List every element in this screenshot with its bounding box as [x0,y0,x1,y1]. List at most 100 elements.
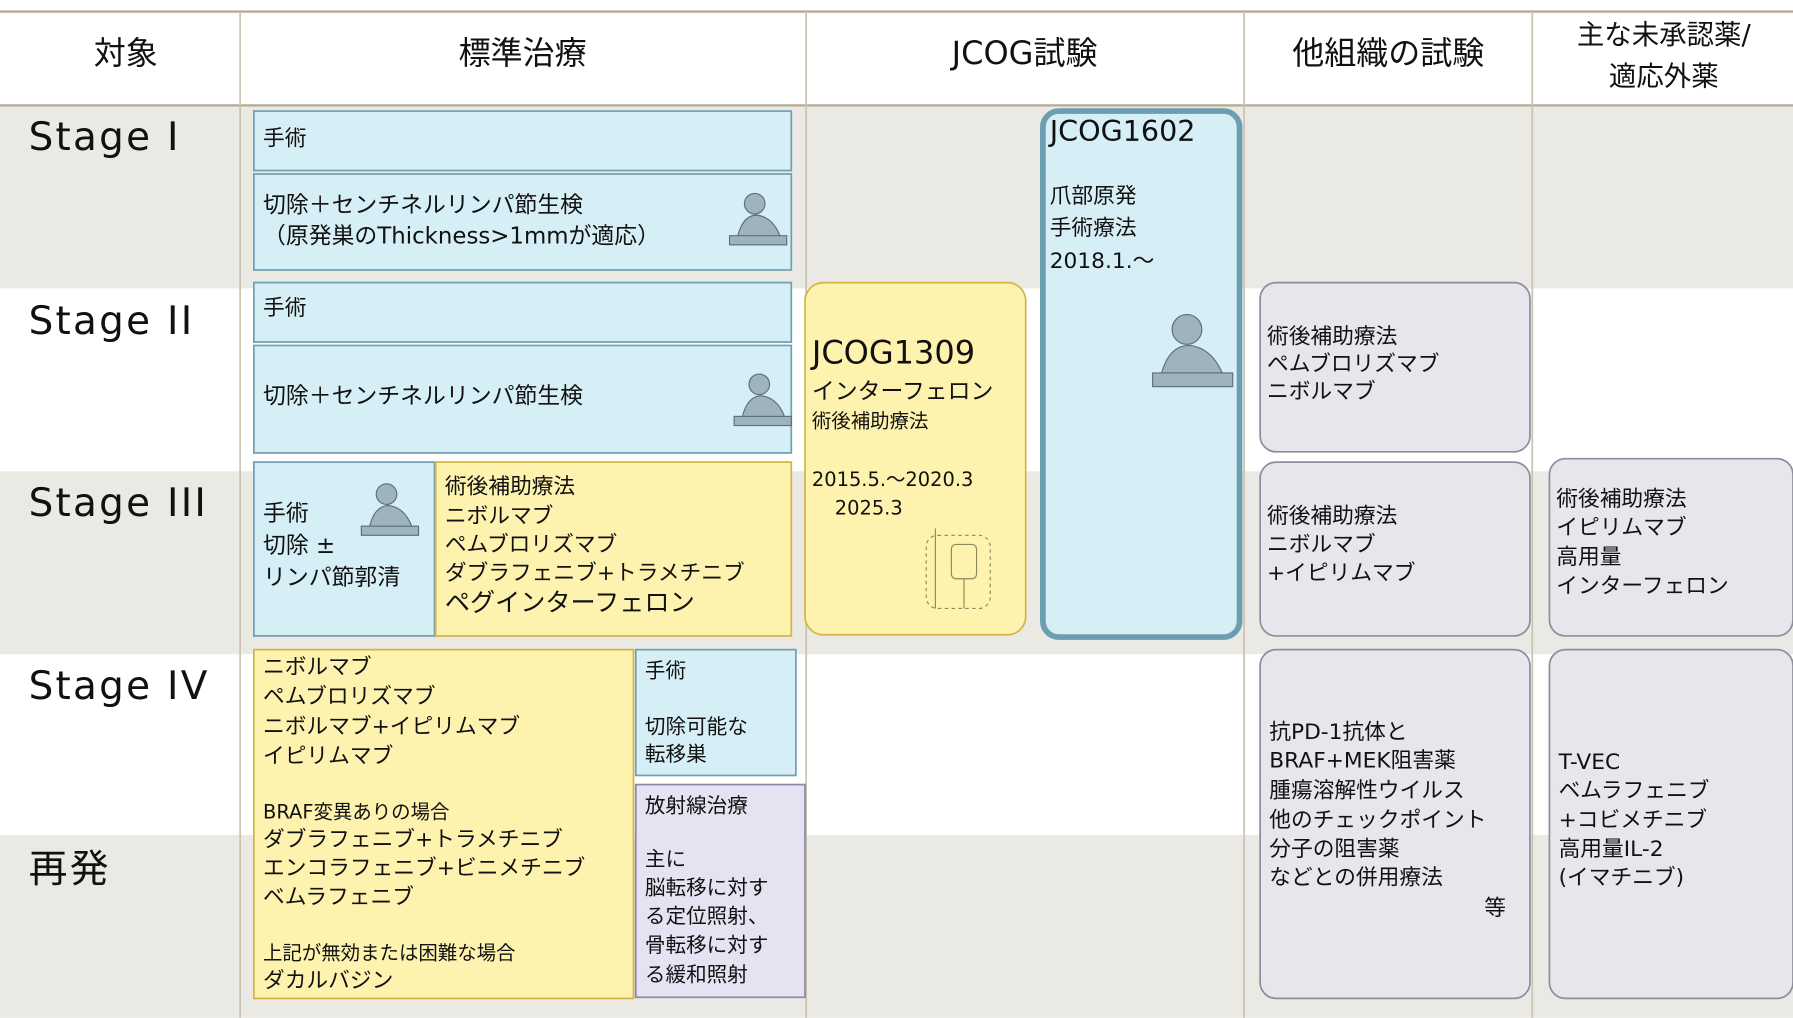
box-text: ダブラフェニブ+トラメチニブ [263,828,563,853]
row-label: Stage I [29,115,181,160]
box-text: (イマチニブ) [1559,865,1685,890]
box-text: BRAF+MEK阻害薬 [1269,749,1456,774]
box-text: 手術 [263,127,306,152]
box-text: +コビメチニブ [1559,808,1708,833]
box-text: （原発巣のThickness>1mmが適応） [263,223,660,249]
box-text: 放射線治療 [645,793,748,817]
box-text: 術後補助療法 [1267,504,1397,529]
box-text: 術後補助療法 [1556,487,1686,512]
treatment-box [634,783,806,999]
icons [360,192,1234,610]
box-text: る緩和照射 [645,963,748,987]
box-text: ニボルマブ [1267,533,1376,558]
box-text: インターフェロン [1556,574,1728,599]
drip-icon [925,528,991,610]
box-text: 他のチェックポイント [1269,808,1486,833]
box-text: 手術 [263,501,309,527]
box-text: リンパ節郭清 [263,565,400,591]
box-text: 切除＋センチネルリンパ節生検 [263,383,583,409]
column-header: 対象 [94,34,158,72]
box-text: などとの併用療法 [1269,865,1443,890]
box-text: る定位照射、 [645,904,768,928]
treatment-box [1548,457,1793,637]
row-label: Stage II [29,299,195,344]
box-text: ニボルマブ [1267,379,1376,404]
box-text: 2015.5.～2020.3 [812,468,974,491]
box-text: 高用量IL-2 [1559,837,1664,862]
treatment-box [252,344,793,454]
box-text: 主に [645,847,686,871]
box-text: 上記が無効または困難な場合 [263,941,515,964]
box-text: 抗PD-1抗体と [1269,720,1407,745]
row-label: Stage IV [29,664,210,709]
box-text: 手術 [263,296,306,321]
box-text: +イピリムマブ [1267,561,1416,586]
box-text: ペムブロリズマブ [263,685,435,710]
treatment-box [434,461,793,637]
column-header: 標準治療 [459,34,587,72]
treatment-box [1259,461,1531,637]
box-text: 術後補助療法 [812,410,929,433]
treatment-box [1548,648,1793,1000]
box-text: 切除＋センチネルリンパ節生検 [263,192,583,218]
treatment-box [252,110,793,172]
column-header: JCOG試験 [950,34,1098,72]
box-text: 手術 [645,658,686,682]
box-text: 高用量 [1556,545,1621,570]
box-text: イピリムマブ [1556,515,1686,540]
box-text: ペムブロリズマブ [445,533,617,558]
box-text: ニボルマブ [445,504,554,529]
treatment-box [804,281,1027,636]
column-header: 主な未承認薬/ [1577,20,1752,51]
box-text: ペムブロリズマブ [1267,352,1439,377]
treatment-box [252,648,635,1000]
box-text: JCOG1602 [1048,114,1196,148]
treatment-box [1259,281,1531,453]
row-label: 再発 [29,847,111,892]
surgeon-icon [733,373,792,427]
treatment-box [1040,108,1243,640]
box-text: 爪部原発 [1050,184,1137,209]
box-text: 2018.1.～ [1050,249,1155,274]
box-text: ニボルマブ+イピリムマブ [263,714,520,739]
box-text: ニボルマブ [263,655,372,680]
box-text: T-VEC [1558,750,1621,775]
box-text: 手術療法 [1050,216,1137,241]
boxes [252,108,1793,1000]
box-text: イピリムマブ [263,744,393,769]
column-header: 適応外薬 [1609,61,1719,92]
box-text: 分子の阻害薬 [1269,837,1399,862]
box-text: 転移巣 [645,742,707,766]
treatment-box [252,461,436,637]
treatment-box [1259,648,1531,1000]
box-text: JCOG1309 [810,334,975,372]
box-text: インターフェロン [812,379,994,405]
box-text: 切除 ± [263,533,335,559]
box-text: BRAF変異ありの場合 [263,801,449,824]
column-header: 他組織の試験 [1292,34,1484,72]
box-text: 脳転移に対す [645,876,768,900]
box-text: 術後補助療法 [445,474,575,499]
surgeon-icon [728,192,788,246]
box-text: ベムラフェニブ [263,885,414,910]
texts: 対象 標準治療 JCOG試験 他組織の試験 主な未承認薬/適応外薬 Stage I Stag… [29,20,1752,993]
box-text: 腫瘍溶解性ウイルス [1269,778,1464,803]
box-text: 等 [1484,896,1506,921]
row-label: Stage III [29,481,209,526]
box-text: 術後補助療法 [1267,324,1397,349]
treatment-box [634,648,797,777]
box-text: 2025.3 [835,496,903,519]
treatment-box [252,173,793,271]
box-text: ペグインターフェロン [445,588,695,617]
box-text: 切除可能な [645,714,748,738]
box-text: 骨転移に対す [645,933,768,957]
box-text: ベムラフェニブ [1559,778,1710,803]
box-text: エンコラフェニブ+ビニメチニブ [263,856,585,881]
surgeon-icon [1152,314,1234,388]
box-text: ダカルバジン [263,968,393,993]
treatment-box [252,281,793,343]
surgeon-icon [360,483,420,536]
